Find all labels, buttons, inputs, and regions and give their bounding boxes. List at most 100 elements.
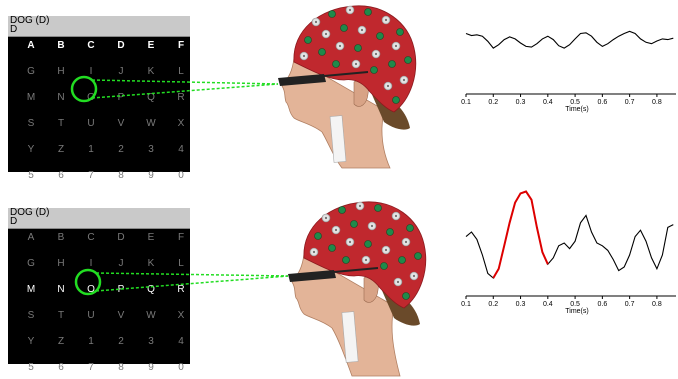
electrode	[364, 8, 372, 16]
erp-chart-bottom: 0.1 0.2 0.3 0.4 0.5 0.6 0.7 0.8 Time(s)	[461, 190, 676, 315]
speller-cell: E	[147, 232, 155, 243]
speller-cell: T	[57, 310, 65, 321]
x-tick-label: 0.7	[625, 301, 635, 308]
speller-title: DOG (D)	[10, 207, 50, 218]
electrode	[402, 292, 410, 300]
x-tick-label: 0.8	[652, 99, 662, 106]
speller-cell: N	[57, 284, 65, 295]
speller-cell: K	[147, 66, 155, 77]
speller-cell: D	[117, 232, 125, 243]
electrode	[404, 56, 412, 64]
speller-cell: J	[118, 66, 124, 77]
speller-cell: J	[118, 258, 124, 269]
speller-cell: S	[27, 118, 35, 129]
speller-cell: 1	[88, 144, 94, 155]
x-tick-label: 0.3	[516, 301, 526, 308]
electrode	[388, 60, 396, 68]
speller-cell: D	[117, 40, 125, 51]
speller-cell: 7	[88, 170, 94, 181]
speller-cell: X	[177, 310, 185, 321]
x-tick-label: 0.6	[597, 99, 607, 106]
electrode	[398, 256, 406, 264]
speller-cell: C	[87, 232, 95, 243]
speller-cell: 8	[118, 170, 124, 181]
speller-cell: B	[57, 232, 65, 243]
x-axis-label: Time(s)	[565, 308, 588, 315]
speller-cell: 4	[178, 144, 184, 155]
speller-cell: 3	[148, 144, 154, 155]
speller-cell: K	[147, 258, 155, 269]
speller-cell: I	[89, 258, 93, 269]
speller-cell: 5	[28, 362, 34, 373]
electrode	[318, 48, 326, 56]
speller-typed-text: D	[10, 216, 18, 227]
speller-cell: W	[146, 118, 156, 129]
x-tick-label: 0.1	[461, 301, 471, 308]
electrode	[342, 256, 350, 264]
gaze-lines-bottom	[74, 268, 289, 296]
speller-cell: G	[27, 66, 35, 77]
speller-cell: R	[177, 284, 185, 295]
gaze-line	[95, 272, 289, 277]
speller-cell: 1	[88, 336, 94, 347]
speller-cell: U	[87, 118, 95, 129]
electrode	[354, 44, 362, 52]
speller-cell: V	[117, 118, 125, 129]
speller-cell: X	[177, 118, 185, 129]
speller-cell: Q	[147, 284, 155, 295]
speller-cell: 4	[178, 336, 184, 347]
speller-cell: 0	[178, 362, 184, 373]
speller-cell: F	[177, 232, 185, 243]
speller-cell: C	[87, 40, 95, 51]
electrode	[380, 262, 388, 270]
speller-cell: S	[27, 310, 35, 321]
speller-cell: V	[117, 310, 125, 321]
speller-cell: P	[117, 92, 125, 103]
speller-cell: B	[57, 40, 65, 51]
electrode	[350, 220, 358, 228]
electrode	[338, 206, 346, 214]
speller-titlebar: DOG (D) D	[8, 208, 190, 229]
electrode	[396, 28, 404, 36]
speller-cell: N	[57, 92, 65, 103]
speller-cell: H	[57, 258, 65, 269]
speller-cell: F	[177, 40, 185, 51]
speller-cell: 9	[148, 362, 154, 373]
signal-line	[465, 190, 674, 279]
x-tick-label: 0.2	[488, 301, 498, 308]
x-tick-label: 0.3	[516, 99, 526, 106]
speller-cell: W	[146, 310, 156, 321]
speller-cell: 7	[88, 362, 94, 373]
speller-cell: R	[177, 92, 185, 103]
eeg-cap-head-illustration	[278, 5, 417, 169]
x-tick-label: 0.2	[488, 99, 498, 106]
speller-cell: 5	[28, 170, 34, 181]
x-tick-label: 0.6	[597, 301, 607, 308]
speller-cell: A	[27, 40, 35, 51]
speller-cell: Z	[57, 336, 65, 347]
gaze-lines-top	[70, 75, 279, 103]
speller-cell: Z	[57, 144, 65, 155]
x-tick-label: 0.4	[543, 301, 553, 308]
speller-cell: A	[27, 232, 35, 243]
speller-title: DOG (D)	[10, 15, 50, 26]
gaze-line	[91, 79, 279, 85]
speller-window-bottom: DOG (D) D ABCDEFGHIJKLMNOPQRSTUVWXYZ1234…	[8, 208, 190, 373]
gaze-line	[95, 275, 289, 292]
gaze-line	[91, 83, 279, 99]
speller-cell: T	[57, 118, 65, 129]
x-axis-label: Time(s)	[565, 106, 588, 113]
electrode	[328, 244, 336, 252]
x-tick-label: 0.4	[543, 99, 553, 106]
electrode	[414, 252, 422, 260]
speller-cell: E	[147, 40, 155, 51]
speller-cell: L	[178, 66, 184, 77]
electrode	[392, 96, 400, 104]
electrode	[386, 228, 394, 236]
x-tick-label: 0.1	[461, 99, 471, 106]
x-tick-label: 0.8	[652, 301, 662, 308]
speller-cell: 2	[118, 336, 124, 347]
x-tick-label: 0.7	[625, 99, 635, 106]
electrode	[340, 24, 348, 32]
